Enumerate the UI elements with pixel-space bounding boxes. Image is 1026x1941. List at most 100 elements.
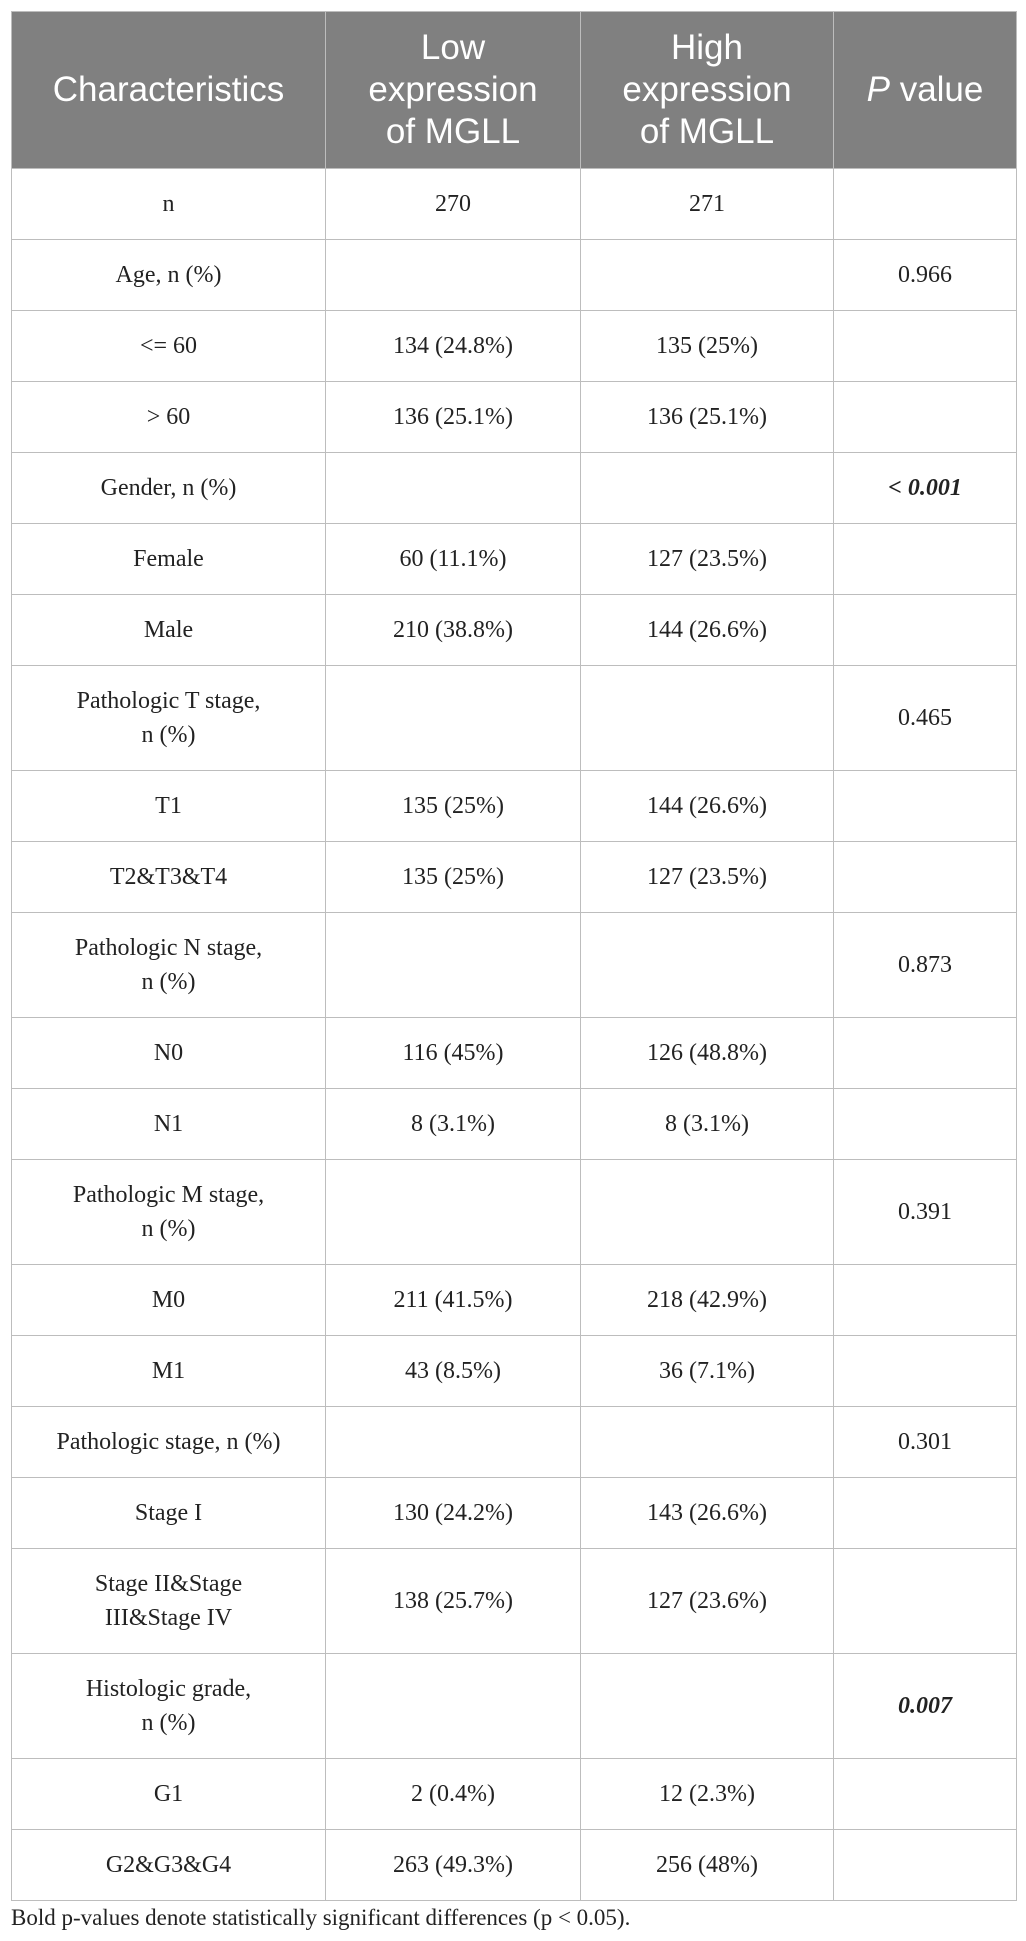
table-cell: 130 (24.2%) <box>325 1477 581 1549</box>
table-cell: 127 (23.5%) <box>580 841 834 913</box>
table-cell <box>833 841 1017 913</box>
table-cell: 135 (25%) <box>325 841 581 913</box>
table-cell <box>580 1653 834 1759</box>
table-cell: Gender, n (%) <box>11 452 326 524</box>
table-cell <box>833 1335 1017 1407</box>
table-cell: 0.465 <box>833 665 1017 771</box>
table-cell: 136 (25.1%) <box>325 381 581 453</box>
header-cell: Characteristics <box>11 11 326 169</box>
table-cell <box>833 381 1017 453</box>
table-row: Male 210 (38.8%) 144 (26.6%) <box>11 594 1017 666</box>
table-cell: M0 <box>11 1264 326 1336</box>
table-cell: 127 (23.5%) <box>580 523 834 595</box>
header-cell: P value <box>833 11 1017 169</box>
table-cell <box>833 594 1017 666</box>
table-row: Pathologic N stage, n (%) 0.873 <box>11 912 1017 1018</box>
table-cell: 135 (25%) <box>580 310 834 382</box>
table-cell <box>325 1406 581 1478</box>
table-cell: G1 <box>11 1758 326 1830</box>
characteristics-table: Characteristics Low expression of MGLL Hig… <box>11 11 1017 1901</box>
table-cell: 127 (23.6%) <box>580 1548 834 1654</box>
table-row: Pathologic M stage, n (%) 0.391 <box>11 1159 1017 1265</box>
table-cell: 210 (38.8%) <box>325 594 581 666</box>
table-cell: G2&G3&G4 <box>11 1829 326 1901</box>
table-cell <box>325 239 581 311</box>
table-cell: Pathologic M stage, n (%) <box>11 1159 326 1265</box>
table-row: Gender, n (%) < 0.001 <box>11 452 1017 524</box>
table-cell: Pathologic N stage, n (%) <box>11 912 326 1018</box>
table-row: Stage I 130 (24.2%) 143 (26.6%) <box>11 1477 1017 1549</box>
table-cell: 138 (25.7%) <box>325 1548 581 1654</box>
table-cell <box>580 665 834 771</box>
table-body: n 270 271 Age, n (%) 0.966 <= 60 134 (24.8%) 13… <box>11 168 1017 1901</box>
table-row: Pathologic T stage, n (%) 0.465 <box>11 665 1017 771</box>
table-cell: 0.391 <box>833 1159 1017 1265</box>
header-row: Characteristics Low expression of MGLL Hig… <box>11 11 1017 169</box>
table-row: G1 2 (0.4%) 12 (2.3%) <box>11 1758 1017 1830</box>
table-cell: N1 <box>11 1088 326 1160</box>
header-cell: High expression of MGLL <box>580 11 834 169</box>
table-cell <box>325 1159 581 1265</box>
table-cell: 116 (45%) <box>325 1017 581 1089</box>
table-cell: > 60 <box>11 381 326 453</box>
table-cell: T2&T3&T4 <box>11 841 326 913</box>
table-row: Stage II&Stage III&Stage IV 138 (25.7%) 12… <box>11 1548 1017 1654</box>
table-row: Age, n (%) 0.966 <box>11 239 1017 311</box>
table-cell: 143 (26.6%) <box>580 1477 834 1549</box>
table-row: N0 116 (45%) 126 (48.8%) <box>11 1017 1017 1089</box>
table-cell <box>325 912 581 1018</box>
table-row: Pathologic stage, n (%) 0.301 <box>11 1406 1017 1478</box>
table-cell: 60 (11.1%) <box>325 523 581 595</box>
table-cell: 136 (25.1%) <box>580 381 834 453</box>
table-cell: 0.966 <box>833 239 1017 311</box>
table-cell: 0.301 <box>833 1406 1017 1478</box>
table-cell <box>580 1159 834 1265</box>
table-cell: 263 (49.3%) <box>325 1829 581 1901</box>
table-cell: 134 (24.8%) <box>325 310 581 382</box>
header-cell: Low expression of MGLL <box>325 11 581 169</box>
table-cell: 8 (3.1%) <box>580 1088 834 1160</box>
table-cell <box>833 523 1017 595</box>
table-cell <box>580 1406 834 1478</box>
table-cell: 211 (41.5%) <box>325 1264 581 1336</box>
table-cell <box>833 1088 1017 1160</box>
table-cell <box>833 310 1017 382</box>
table-cell: 12 (2.3%) <box>580 1758 834 1830</box>
table-cell: 0.873 <box>833 912 1017 1018</box>
table-cell: 135 (25%) <box>325 770 581 842</box>
table-cell <box>580 452 834 524</box>
table-cell <box>580 239 834 311</box>
table-cell <box>833 168 1017 240</box>
table-row: Histologic grade, n (%) 0.007 <box>11 1653 1017 1759</box>
table-cell: Age, n (%) <box>11 239 326 311</box>
table-cell <box>833 1548 1017 1654</box>
table-cell <box>833 770 1017 842</box>
table-cell: 126 (48.8%) <box>580 1017 834 1089</box>
table-cell <box>325 665 581 771</box>
table-cell: Histologic grade, n (%) <box>11 1653 326 1759</box>
table-row: n 270 271 <box>11 168 1017 240</box>
table-cell: 43 (8.5%) <box>325 1335 581 1407</box>
table-cell: 271 <box>580 168 834 240</box>
table-cell: M1 <box>11 1335 326 1407</box>
table-cell: < 0.001 <box>833 452 1017 524</box>
table-cell: n <box>11 168 326 240</box>
table-row: M0 211 (41.5%) 218 (42.9%) <box>11 1264 1017 1336</box>
table-cell: 36 (7.1%) <box>580 1335 834 1407</box>
table-row: G2&G3&G4 263 (49.3%) 256 (48%) <box>11 1829 1017 1901</box>
table-row: Female 60 (11.1%) 127 (23.5%) <box>11 523 1017 595</box>
table-cell: 2 (0.4%) <box>325 1758 581 1830</box>
table-row: <= 60 134 (24.8%) 135 (25%) <box>11 310 1017 382</box>
table-cell <box>833 1017 1017 1089</box>
table-cell: Stage II&Stage III&Stage IV <box>11 1548 326 1654</box>
table-cell: 270 <box>325 168 581 240</box>
table-cell <box>833 1829 1017 1901</box>
table-cell: 256 (48%) <box>580 1829 834 1901</box>
table-cell: Pathologic T stage, n (%) <box>11 665 326 771</box>
table-cell <box>325 452 581 524</box>
table-row: N1 8 (3.1%) 8 (3.1%) <box>11 1088 1017 1160</box>
footnote: Bold p-values denote statistically signi… <box>11 1905 631 1930</box>
table-cell: 8 (3.1%) <box>325 1088 581 1160</box>
table-row: > 60 136 (25.1%) 136 (25.1%) <box>11 381 1017 453</box>
